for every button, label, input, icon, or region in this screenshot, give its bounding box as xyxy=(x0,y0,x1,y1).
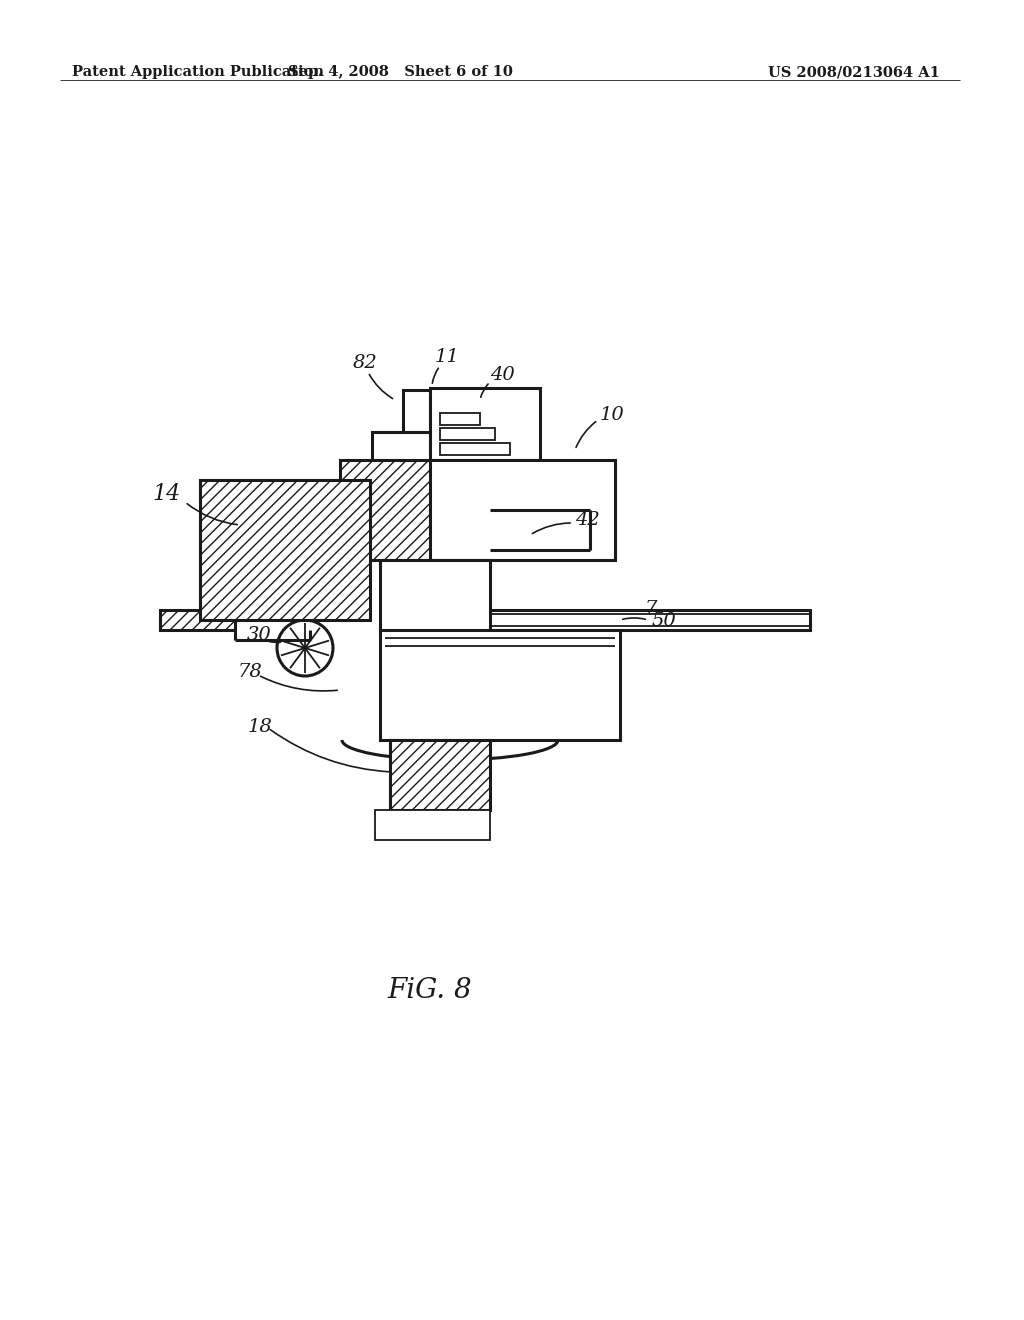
Text: 7: 7 xyxy=(645,601,657,618)
Text: 18: 18 xyxy=(248,718,272,737)
Bar xyxy=(390,741,490,810)
Text: 10: 10 xyxy=(600,407,625,424)
Bar xyxy=(395,610,810,630)
Text: 30: 30 xyxy=(247,626,271,644)
Bar xyxy=(375,810,490,840)
Bar xyxy=(380,630,620,741)
Bar xyxy=(440,444,510,455)
Text: US 2008/0213064 A1: US 2008/0213064 A1 xyxy=(768,65,940,79)
Bar xyxy=(200,480,370,620)
Text: 14: 14 xyxy=(152,483,180,506)
Text: Sep. 4, 2008   Sheet 6 of 10: Sep. 4, 2008 Sheet 6 of 10 xyxy=(288,65,512,79)
Text: 78: 78 xyxy=(238,663,263,681)
Text: 82: 82 xyxy=(353,354,378,372)
Text: 42: 42 xyxy=(575,511,600,529)
Bar xyxy=(380,560,490,635)
Bar xyxy=(340,459,490,560)
Text: FiG. 8: FiG. 8 xyxy=(388,977,472,1003)
Bar xyxy=(440,428,495,440)
Bar xyxy=(430,459,615,560)
Bar xyxy=(430,388,540,459)
Text: Patent Application Publication: Patent Application Publication xyxy=(72,65,324,79)
Bar xyxy=(372,432,490,465)
Bar xyxy=(160,610,234,630)
Bar xyxy=(440,413,480,425)
Text: 50: 50 xyxy=(652,612,677,630)
Text: 40: 40 xyxy=(490,366,515,384)
Text: 11: 11 xyxy=(435,348,460,366)
Bar xyxy=(403,389,457,436)
